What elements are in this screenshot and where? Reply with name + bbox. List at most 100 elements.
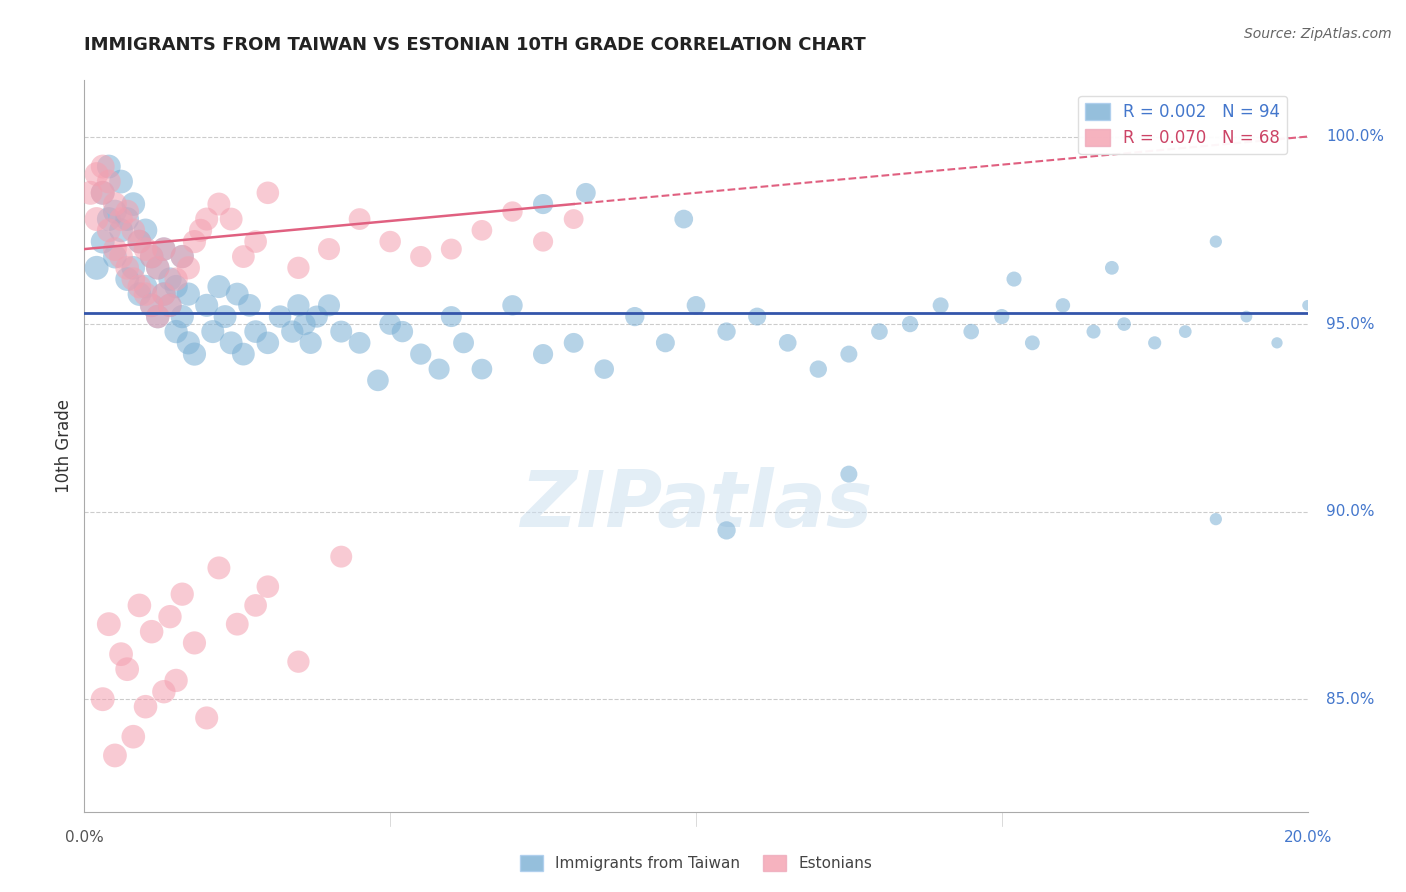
Text: Source: ZipAtlas.com: Source: ZipAtlas.com <box>1244 27 1392 41</box>
Point <box>214 310 236 324</box>
Point <box>257 335 280 350</box>
Point <box>208 197 231 211</box>
Point <box>575 186 598 200</box>
Point <box>716 524 738 538</box>
Point <box>86 260 108 275</box>
Point <box>141 250 163 264</box>
Point <box>219 212 242 227</box>
Point <box>146 260 169 275</box>
Point <box>115 662 138 676</box>
Point <box>1174 325 1197 339</box>
Point <box>135 279 157 293</box>
Point <box>501 298 523 312</box>
Point <box>110 223 132 237</box>
Point <box>654 335 676 350</box>
Point <box>453 335 475 350</box>
Point <box>146 310 169 324</box>
Point <box>159 272 181 286</box>
Point <box>153 242 176 256</box>
Point <box>232 250 254 264</box>
Point <box>380 317 402 331</box>
Point <box>153 684 176 698</box>
Point <box>245 325 267 339</box>
Point <box>208 561 231 575</box>
Point <box>91 186 114 200</box>
Point <box>86 212 108 227</box>
Point <box>165 279 187 293</box>
Point <box>287 298 309 312</box>
Point <box>97 223 120 237</box>
Point <box>281 325 304 339</box>
Point <box>91 235 114 249</box>
Point <box>838 347 860 361</box>
Point <box>685 298 707 312</box>
Point <box>1296 298 1319 312</box>
Point <box>135 242 157 256</box>
Point <box>1205 512 1227 526</box>
Point <box>990 310 1012 324</box>
Point <box>122 260 145 275</box>
Legend: Immigrants from Taiwan, Estonians: Immigrants from Taiwan, Estonians <box>513 849 879 877</box>
Point <box>128 235 150 249</box>
Point <box>716 325 738 339</box>
Point <box>172 250 194 264</box>
Point <box>349 335 371 350</box>
Point <box>624 310 647 324</box>
Point <box>110 212 132 227</box>
Point <box>190 223 212 237</box>
Point <box>141 624 163 639</box>
Point <box>531 197 554 211</box>
Point <box>471 362 494 376</box>
Point <box>141 250 163 264</box>
Point <box>122 223 145 237</box>
Point <box>110 250 132 264</box>
Point <box>807 362 830 376</box>
Text: 90.0%: 90.0% <box>1326 504 1375 519</box>
Point <box>172 310 194 324</box>
Point <box>195 298 218 312</box>
Point <box>238 298 260 312</box>
Point <box>91 692 114 706</box>
Point <box>226 287 249 301</box>
Point <box>380 235 402 249</box>
Point <box>104 242 127 256</box>
Point <box>838 467 860 482</box>
Point <box>245 235 267 249</box>
Point <box>367 373 389 387</box>
Point <box>1114 317 1136 331</box>
Point <box>122 730 145 744</box>
Point <box>115 260 138 275</box>
Point <box>531 347 554 361</box>
Point <box>177 287 200 301</box>
Point <box>195 212 218 227</box>
Point <box>146 260 169 275</box>
Point <box>330 325 353 339</box>
Point <box>440 242 463 256</box>
Point <box>165 272 187 286</box>
Point <box>135 223 157 237</box>
Point <box>159 298 181 312</box>
Point <box>115 272 138 286</box>
Point <box>104 748 127 763</box>
Point <box>562 335 585 350</box>
Point <box>257 580 280 594</box>
Point <box>593 362 616 376</box>
Point <box>97 212 120 227</box>
Point <box>159 609 181 624</box>
Point <box>135 287 157 301</box>
Point <box>183 347 205 361</box>
Point <box>91 160 114 174</box>
Point <box>1052 298 1074 312</box>
Point <box>929 298 952 312</box>
Point <box>91 186 114 200</box>
Point <box>471 223 494 237</box>
Point <box>110 175 132 189</box>
Point <box>122 197 145 211</box>
Point <box>97 617 120 632</box>
Point <box>153 287 176 301</box>
Point <box>135 699 157 714</box>
Point <box>776 335 799 350</box>
Point <box>128 287 150 301</box>
Point <box>1002 272 1025 286</box>
Point <box>226 617 249 632</box>
